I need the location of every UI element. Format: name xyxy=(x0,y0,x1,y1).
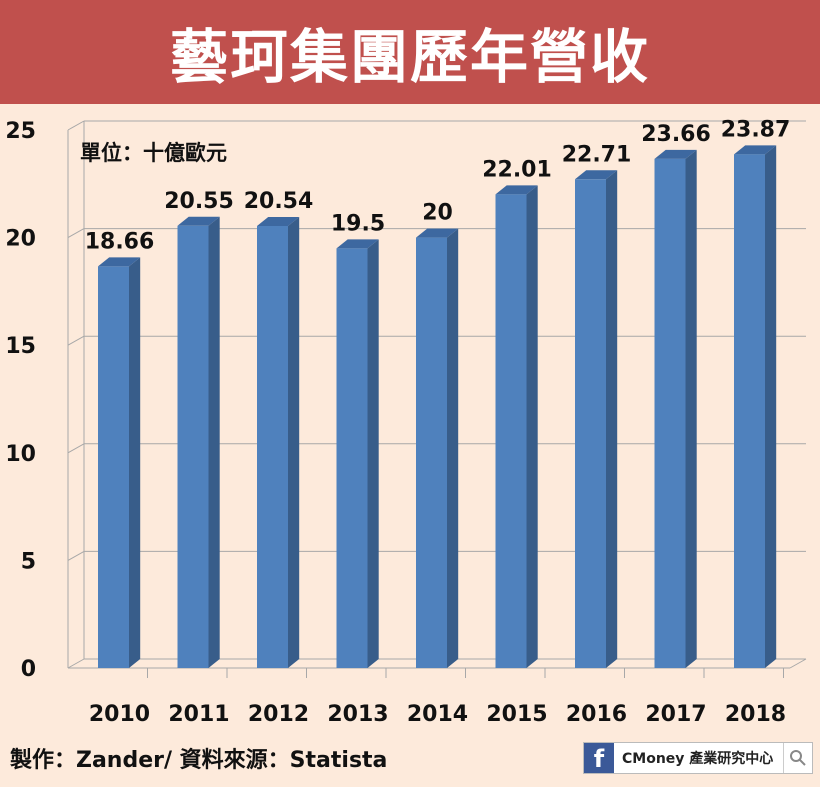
x-tick-label: 2010 xyxy=(89,702,150,727)
brand-label: CMoney 產業研究中心 xyxy=(622,751,774,767)
data-label: 19.5 xyxy=(331,211,385,236)
x-axis-ticks: 2010 2011 2012 2013 2014 2015 2016 2017 2018 xyxy=(89,668,786,727)
page-title: 藝珂集團歷年營收 xyxy=(169,23,650,91)
data-labels: 18.66 20.55 20.54 19.5 20 22.01 22.71 23.66 23.8… xyxy=(85,117,791,254)
bar-top xyxy=(734,145,777,155)
bar-top xyxy=(575,170,618,180)
revenue-bar-chart: 0 5 10 15 20 25 18.66 20.55 20.54 19.5 20 22.01 22.… xyxy=(5,117,807,727)
gridline-depth xyxy=(67,658,85,669)
unit-label: 單位：十億歐元 xyxy=(80,141,227,165)
bar xyxy=(416,237,447,668)
y-tick-label: 20 xyxy=(5,227,36,252)
y-tick-label: 10 xyxy=(5,442,36,467)
bar-side xyxy=(288,216,300,669)
x-tick-label: 2016 xyxy=(566,702,627,727)
y-axis-ticks: 0 5 10 15 20 25 xyxy=(5,119,36,682)
bar xyxy=(495,194,527,669)
x-tick-label: 2014 xyxy=(407,702,468,727)
data-label: 20.54 xyxy=(244,189,314,214)
title-banner: 藝珂集團歷年營收 xyxy=(0,0,820,104)
bar xyxy=(257,225,288,669)
bar-top xyxy=(336,239,379,249)
data-label: 20 xyxy=(422,201,453,226)
bar-side xyxy=(685,149,697,668)
bar-side xyxy=(606,170,618,668)
y-tick-label: 25 xyxy=(5,119,36,144)
x-tick-label: 2013 xyxy=(327,702,388,727)
y-tick-label: 0 xyxy=(21,657,36,682)
source-credit: 製作：Zander/ 資料來源：Statista xyxy=(10,748,388,773)
y-tick-label: 5 xyxy=(21,549,36,574)
x-tick-label: 2012 xyxy=(248,702,309,727)
facebook-icon[interactable]: f xyxy=(584,743,614,773)
bar-top xyxy=(654,149,697,159)
data-label: 23.87 xyxy=(721,117,791,142)
bar-side xyxy=(208,216,220,668)
bar-side xyxy=(367,239,379,669)
data-label: 18.66 xyxy=(85,229,155,254)
data-label: 20.55 xyxy=(164,189,234,214)
bar xyxy=(734,154,765,668)
bar-side xyxy=(447,228,459,668)
gridline-depth xyxy=(67,443,85,454)
gridline-depth xyxy=(67,228,85,239)
y-tick-label: 15 xyxy=(5,334,36,359)
gridline-depth xyxy=(67,335,85,346)
bar-side xyxy=(526,185,538,669)
floor-right-edge xyxy=(789,658,807,669)
bar-top xyxy=(177,216,220,226)
bar-top xyxy=(495,185,538,195)
search-icon[interactable] xyxy=(783,743,812,773)
gridline-depth xyxy=(67,550,85,561)
bar xyxy=(336,248,368,669)
data-label: 22.01 xyxy=(482,157,552,182)
data-label: 22.71 xyxy=(562,142,632,167)
bar-side xyxy=(129,257,141,668)
bar xyxy=(575,179,606,668)
bar xyxy=(654,158,686,668)
bar-top xyxy=(257,216,300,226)
bar xyxy=(98,266,129,668)
gridline-depth xyxy=(67,120,85,131)
bar-top xyxy=(98,257,141,267)
x-tick-label: 2011 xyxy=(168,702,229,727)
x-tick-label: 2015 xyxy=(486,702,547,727)
bar-side xyxy=(765,145,777,668)
bars xyxy=(98,145,777,669)
bar xyxy=(177,225,209,668)
x-tick-label: 2017 xyxy=(645,702,706,727)
cmoney-badge[interactable]: f CMoney 產業研究中心 xyxy=(583,742,813,774)
bar-top xyxy=(416,228,459,238)
data-label: 23.66 xyxy=(641,122,711,147)
x-tick-label: 2018 xyxy=(725,702,786,727)
